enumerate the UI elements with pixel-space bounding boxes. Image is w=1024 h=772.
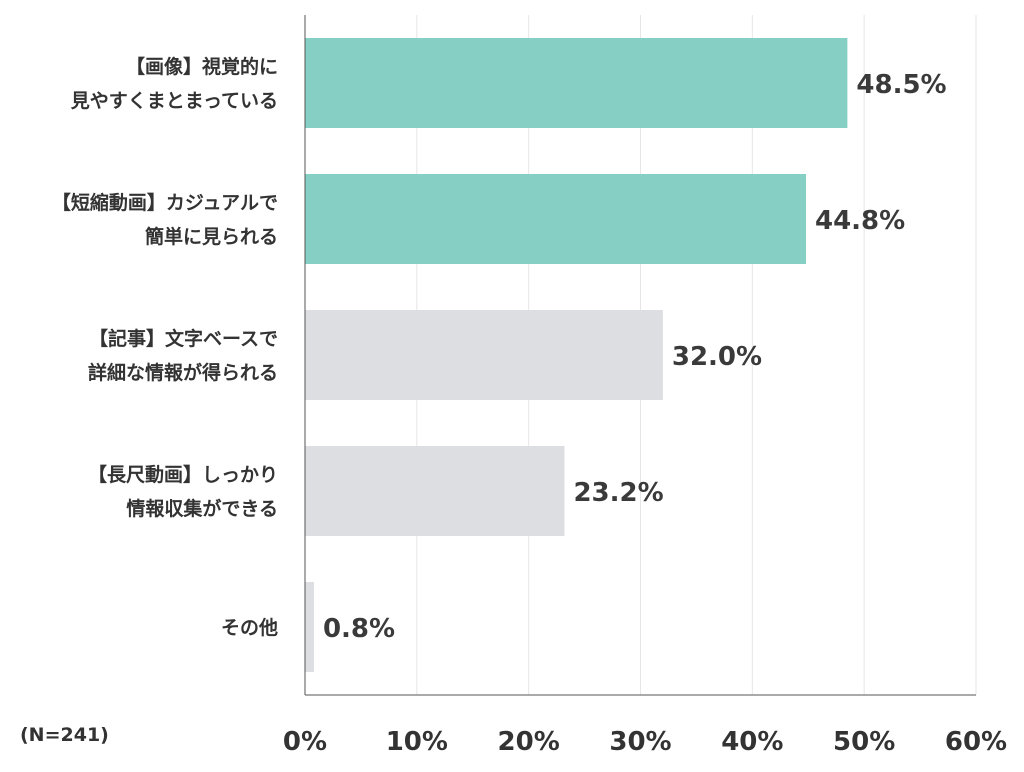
x-tick-label: 40% [721, 727, 783, 757]
category-label: 【短縮動画】カジュアルで [52, 191, 278, 214]
bar [305, 310, 663, 400]
bar [305, 174, 807, 264]
value-label: 44.8% [815, 206, 905, 236]
category-label: 簡単に見られる [145, 225, 278, 248]
category-label: 詳細な情報が得られる [88, 361, 278, 384]
category-label: その他 [221, 616, 278, 639]
x-tick-label: 30% [609, 727, 671, 757]
bar [305, 38, 848, 128]
category-label: 見やすくまとまっている [71, 90, 278, 112]
sample-size-note: (N=241) [20, 724, 109, 746]
category-label: 【記事】文字ベースで [89, 327, 278, 350]
category-label: 情報収集ができる [126, 497, 278, 520]
value-label: 48.5% [856, 70, 946, 100]
x-tick-label: 10% [386, 727, 448, 757]
x-tick-label: 60% [945, 727, 1007, 757]
value-label: 32.0% [672, 342, 762, 372]
x-tick-label: 0% [283, 727, 327, 757]
bar [305, 582, 314, 672]
value-label: 23.2% [573, 478, 663, 508]
bar [305, 446, 565, 536]
x-tick-label: 50% [833, 727, 895, 757]
category-label: 【画像】視覚的に [126, 55, 278, 78]
category-label: 【長尺動画】しっかり [88, 463, 278, 486]
x-tick-label: 20% [498, 727, 560, 757]
value-label: 0.8% [323, 614, 395, 644]
